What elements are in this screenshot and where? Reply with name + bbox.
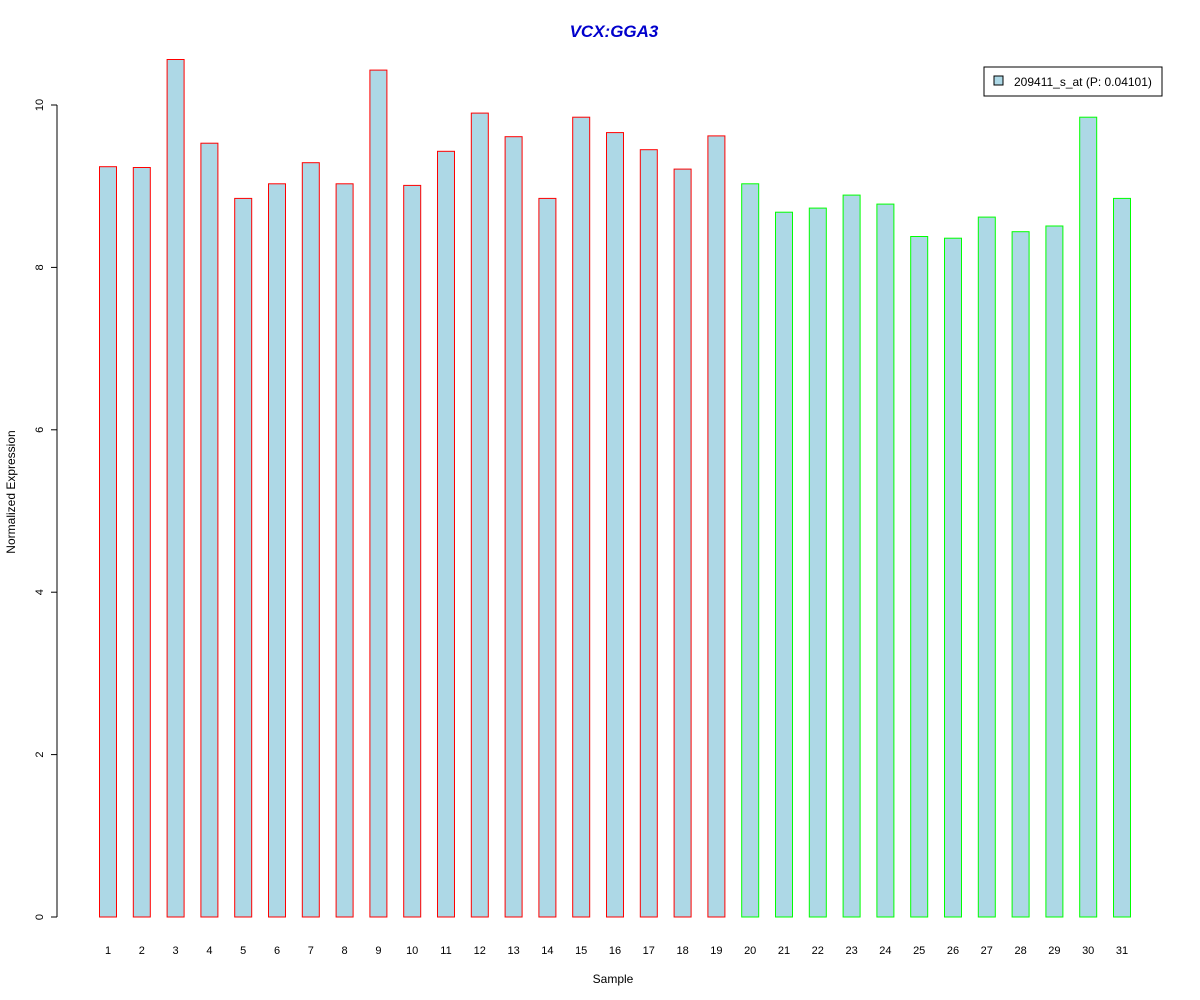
bar-sample-9 <box>369 69 388 918</box>
x-tick-label: 28 <box>1014 945 1026 957</box>
x-tick-label: 20 <box>744 945 756 957</box>
bar-sample-6 <box>268 183 286 918</box>
x-tick-label: 15 <box>575 945 587 957</box>
bar-sample-12 <box>470 112 489 918</box>
x-tick-label: 10 <box>406 945 418 957</box>
x-tick-label: 11 <box>440 945 451 957</box>
bar-sample-25 <box>910 236 929 918</box>
y-tick-label: 4 <box>34 589 46 595</box>
x-tick-label: 23 <box>845 945 857 957</box>
x-tick-label: 3 <box>173 945 179 957</box>
y-axis-label: Normalized Expression <box>4 430 18 553</box>
y-tick-label: 0 <box>34 914 46 920</box>
x-tick-label: 7 <box>308 945 314 957</box>
bar-sample-19 <box>707 135 726 918</box>
bar-sample-13 <box>504 136 523 918</box>
x-tick-label: 19 <box>710 945 722 957</box>
x-tick-label: 8 <box>342 945 348 957</box>
bar-sample-29 <box>1045 225 1064 918</box>
x-tick-label: 1 <box>105 945 111 957</box>
x-tick-label: 25 <box>913 945 925 957</box>
y-tick-label: 2 <box>34 752 46 758</box>
y-tick-label: 8 <box>34 264 46 270</box>
x-tick-label: 27 <box>981 945 993 957</box>
bar-sample-14 <box>538 197 557 918</box>
x-tick-label: 18 <box>676 945 688 957</box>
bar-sample-5 <box>234 197 253 918</box>
chart-title: VCX:GGA3 <box>570 22 659 41</box>
x-tick-label: 31 <box>1116 945 1128 957</box>
legend-box <box>983 66 1163 97</box>
bars <box>99 59 1131 918</box>
bar-sample-1 <box>99 166 117 918</box>
bar-sample-17 <box>639 149 658 918</box>
x-tick-labels: 1 2 3 4 5 6 7 8 9 10 11 12 13 14 15 16 17 18 19 20 21 22 23 24 2… <box>105 945 1128 957</box>
bar-sample-30 <box>1079 116 1098 918</box>
legend: 209411_s_at (P: 0.04101) <box>983 66 1163 97</box>
x-tick-label: 21 <box>778 945 790 957</box>
x-tick-label: 4 <box>206 945 212 957</box>
bar-sample-26 <box>944 237 962 918</box>
x-tick-label: 6 <box>274 945 280 957</box>
bar-sample-23 <box>842 194 861 918</box>
x-tick-label: 2 <box>139 945 145 957</box>
bar-sample-28 <box>1011 231 1030 918</box>
x-tick-label: 12 <box>474 945 486 957</box>
x-tick-label: 29 <box>1048 945 1060 957</box>
bar-sample-4 <box>200 142 219 918</box>
x-tick-label: 22 <box>812 945 824 957</box>
y-tick-label: 10 <box>34 99 46 111</box>
x-tick-label: 16 <box>609 945 621 957</box>
x-tick-label: 24 <box>879 945 891 957</box>
bar-sample-10 <box>403 184 422 918</box>
x-tick-label: 26 <box>947 945 959 957</box>
x-axis-label: Sample <box>593 972 634 986</box>
bar-sample-7 <box>301 162 320 918</box>
y-tick-label: 6 <box>34 427 46 433</box>
bar-sample-16 <box>606 132 624 918</box>
y-axis: 0 2 4 6 8 10 <box>34 99 58 920</box>
bar-sample-2 <box>132 167 151 918</box>
bar-sample-27 <box>977 216 996 918</box>
bar-sample-8 <box>335 183 354 918</box>
legend-swatch <box>993 75 1004 86</box>
x-tick-label: 17 <box>643 945 655 957</box>
bar-sample-20 <box>741 183 760 918</box>
bar-sample-18 <box>673 168 692 918</box>
x-tick-label: 5 <box>240 945 246 957</box>
bar-sample-31 <box>1113 197 1131 918</box>
bar-sample-11 <box>437 150 455 918</box>
bar-sample-21 <box>775 211 793 918</box>
x-tick-label: 14 <box>541 945 553 957</box>
bar-sample-3 <box>166 59 185 918</box>
bar-sample-24 <box>876 203 895 918</box>
x-tick-label: 30 <box>1082 945 1094 957</box>
x-tick-label: 9 <box>375 945 381 957</box>
bar-sample-22 <box>808 207 827 918</box>
legend-entry: 209411_s_at (P: 0.04101) <box>1014 75 1152 89</box>
x-tick-label: 13 <box>507 945 519 957</box>
bar-sample-15 <box>572 116 591 918</box>
